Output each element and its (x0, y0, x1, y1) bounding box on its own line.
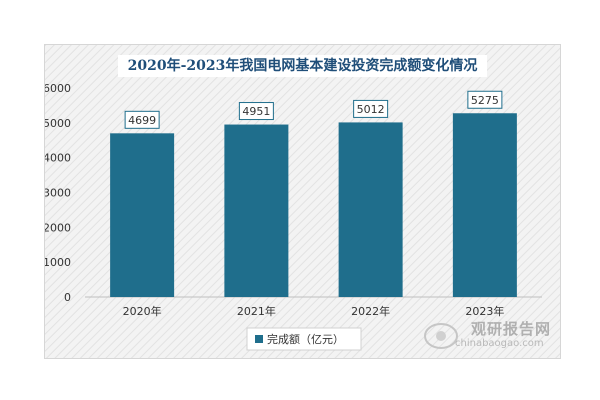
data-label-box (124, 110, 160, 129)
data-label: 4699 (128, 114, 156, 127)
x-tick-label: 2022年 (351, 304, 390, 318)
x-tick-label: 2021年 (237, 304, 276, 318)
watermark-url: chinabaogao.com (455, 338, 544, 349)
data-label-box (238, 102, 274, 121)
chart-title: 2020年-2023年我国电网基本建设投资完成额变化情况 (117, 55, 488, 77)
data-label-box (353, 99, 389, 118)
y-tick-label: 6000 (45, 82, 71, 95)
chart-frame: 0 1000 2000 3000 4000 5000 6000 2020年 2021年 2022年… (44, 44, 561, 359)
legend-swatch (255, 335, 263, 343)
watermark: 观研报告网 chinabaogao.com (415, 316, 585, 356)
bar-3 (338, 122, 403, 297)
bar-1 (110, 133, 175, 297)
y-tick-label: 2000 (45, 221, 71, 234)
x-tick-label: 2023年 (465, 304, 504, 318)
legend-box (246, 327, 362, 351)
y-tick-label: 0 (64, 291, 71, 304)
bar-2 (224, 124, 289, 298)
data-label: 5275 (471, 94, 499, 107)
data-label: 4951 (242, 105, 270, 118)
chart-canvas: 0 1000 2000 3000 4000 5000 6000 2020年 2021年 2022年… (45, 45, 560, 358)
y-tick-label: 3000 (45, 187, 71, 200)
x-tick-label: 2020年 (123, 304, 162, 318)
watermark-logo-icon (424, 323, 458, 349)
bar-4 (452, 113, 517, 297)
watermark-name: 观研报告网 (471, 320, 552, 338)
y-tick-label: 1000 (45, 256, 71, 269)
legend-label: 完成额（亿元） (267, 332, 344, 346)
chart-title-band: 2020年-2023年我国电网基本建设投资完成额变化情况 (45, 55, 560, 77)
data-label: 5012 (357, 103, 385, 116)
y-tick-label: 5000 (45, 117, 71, 130)
y-tick-label: 4000 (45, 152, 71, 165)
data-label-box (467, 90, 503, 109)
